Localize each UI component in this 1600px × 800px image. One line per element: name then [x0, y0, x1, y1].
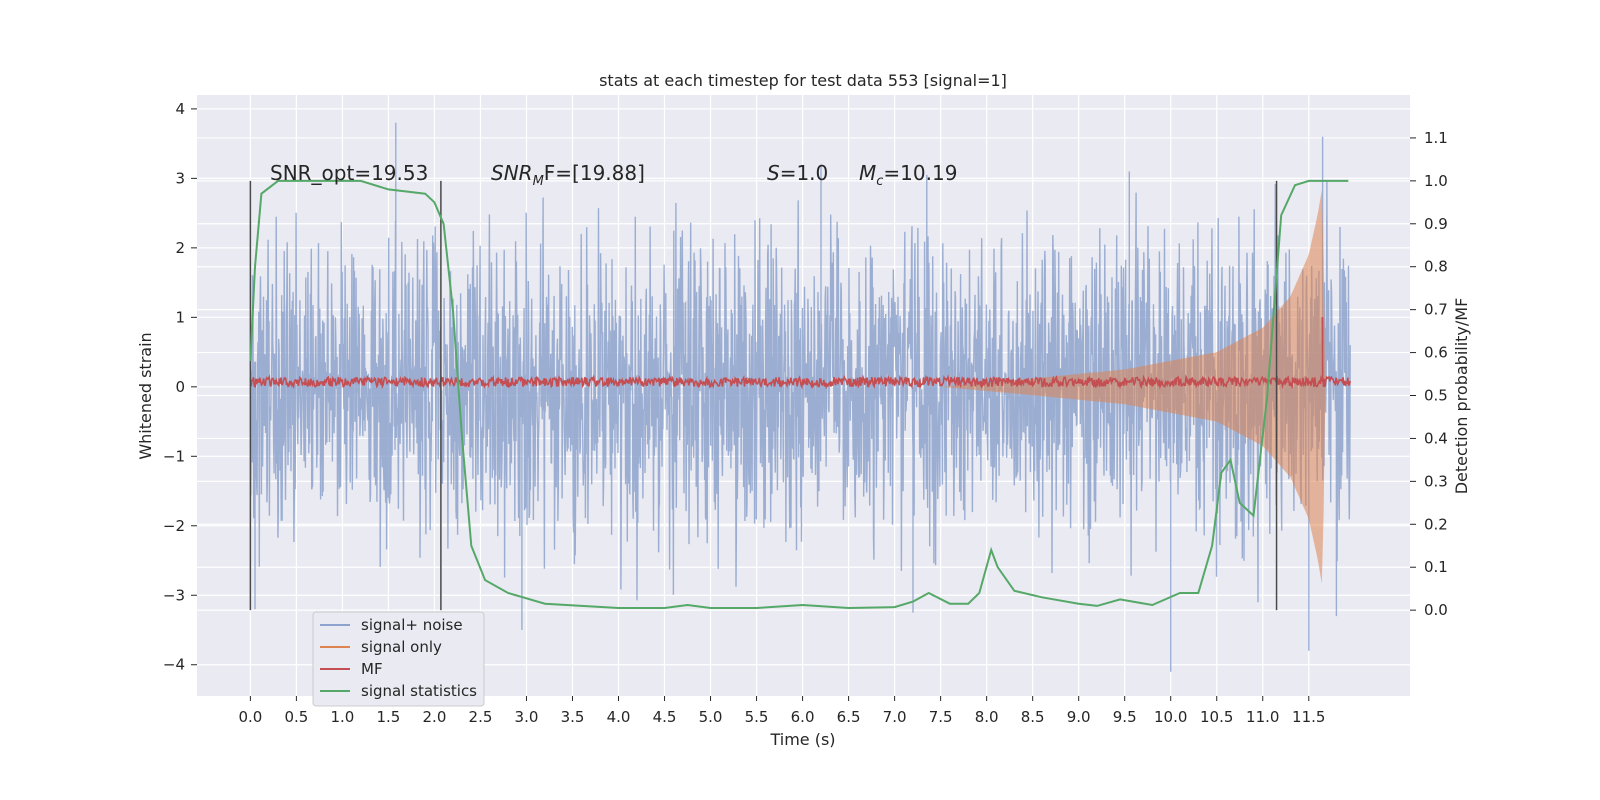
- mc-value: =10.19: [883, 161, 957, 185]
- right-tick-label: 1.1: [1424, 129, 1448, 147]
- x-tick-label: 7.5: [929, 708, 953, 726]
- y-tick-label: 0: [175, 378, 185, 396]
- signal-only-area: [940, 189, 1326, 584]
- right-tick-label: 0.9: [1424, 215, 1448, 233]
- right-axis-ticks: 1.1 1.0 0.9 0.8 0.7 0.6 0.5 0.4 0.3 0.2 0.1 0.0: [1410, 129, 1448, 619]
- right-tick-label: 0.8: [1424, 258, 1448, 276]
- x-tick-label: 9.0: [1067, 708, 1091, 726]
- legend-label-mf: MF: [361, 660, 383, 678]
- x-tick-label: 3.5: [561, 708, 585, 726]
- x-tick-label: 1.5: [376, 708, 400, 726]
- s-annotation: S=1.0: [767, 161, 828, 185]
- legend-label-signal-only: signal only: [361, 638, 442, 656]
- mc-annotation: Mc=10.19: [859, 161, 957, 189]
- x-axis-label: Time (s): [769, 730, 835, 749]
- x-tick-label: 10.0: [1154, 708, 1187, 726]
- y-tick-label: 2: [175, 239, 185, 257]
- right-tick-label: 0.3: [1424, 472, 1448, 490]
- x-tick-label: 11.0: [1246, 708, 1279, 726]
- x-tick-label: 9.5: [1113, 708, 1137, 726]
- chart-title: stats at each timestep for test data 553…: [599, 71, 1007, 90]
- s-symbol: S: [767, 161, 780, 185]
- right-tick-label: 0.1: [1424, 558, 1448, 576]
- x-tick-label: 5.0: [699, 708, 723, 726]
- right-tick-label: 0.7: [1424, 301, 1448, 319]
- x-axis-ticks: 0.0 0.5 1.0 1.5 2.0 2.5 3.0 3.5 4.0 4.5 5.0 5.5 6.0 6…: [238, 696, 1325, 726]
- x-tick-label: 2.5: [469, 708, 493, 726]
- y-tick-label: 4: [175, 100, 185, 118]
- mf-line: [249, 317, 1351, 390]
- y-tick-label: −2: [163, 517, 185, 535]
- signal-statistics-line: [249, 179, 1349, 610]
- y-tick-label: −4: [163, 656, 185, 674]
- signal-only-series: [940, 189, 1326, 584]
- x-tick-label: 8.5: [1021, 708, 1045, 726]
- y-tick-label: 3: [175, 169, 185, 187]
- x-tick-label: 7.0: [883, 708, 907, 726]
- vertical-markers: [249, 180, 1278, 611]
- snr-opt-annotation: SNR_opt=19.53: [270, 161, 428, 185]
- x-tick-label: 8.0: [975, 708, 999, 726]
- y-tick-label: −1: [163, 447, 185, 465]
- right-tick-label: 0.4: [1424, 429, 1448, 447]
- right-axis-label: Detection probability/MF: [1452, 298, 1471, 495]
- x-tick-label: 4.5: [653, 708, 677, 726]
- x-tick-label: 0.5: [284, 708, 308, 726]
- legend-box: [312, 611, 485, 707]
- x-tick-label: 1.0: [330, 708, 354, 726]
- x-tick-label: 5.5: [745, 708, 769, 726]
- y-tick-label: 1: [175, 308, 185, 326]
- legend-label-noise: signal+ noise: [361, 616, 463, 634]
- x-tick-label: 6.0: [791, 708, 815, 726]
- y-axis-label: Whitened strain: [136, 332, 155, 459]
- mc-subscript: c: [876, 174, 883, 189]
- legend: signal+ noise signal only MF signal stat…: [312, 611, 485, 707]
- x-tick-label: 11.5: [1292, 708, 1325, 726]
- x-tick-label: 4.0: [607, 708, 631, 726]
- y-axis-ticks: 4 3 2 1 0 −1 −2 −3 −4: [163, 100, 197, 674]
- right-tick-label: 0.5: [1424, 387, 1448, 405]
- right-tick-label: 0.6: [1424, 344, 1448, 362]
- x-tick-label: 0.0: [238, 708, 262, 726]
- x-tick-label: 3.0: [515, 708, 539, 726]
- mc-base: M: [859, 161, 876, 185]
- right-tick-label: 1.0: [1424, 172, 1448, 190]
- right-tick-label: 0.2: [1424, 515, 1448, 533]
- s-value: =1.0: [780, 161, 829, 185]
- snr-mf-base: SNR: [491, 161, 533, 185]
- x-tick-label: 10.5: [1200, 708, 1233, 726]
- right-tick-label: 0.0: [1424, 601, 1448, 619]
- y-tick-label: −3: [163, 586, 185, 604]
- mf-series: [249, 317, 1351, 390]
- snr-mf-rest: F=[19.88]: [544, 161, 645, 185]
- x-tick-label: 2.0: [423, 708, 447, 726]
- legend-label-statistics: signal statistics: [361, 682, 477, 700]
- x-tick-label: 6.5: [837, 708, 861, 726]
- snr-mf-annotation: SNRMF=[19.88]: [491, 161, 645, 189]
- grid-lines: [197, 95, 1410, 696]
- snr-mf-subscript: M: [533, 174, 544, 189]
- signal-statistics-series: [249, 179, 1349, 610]
